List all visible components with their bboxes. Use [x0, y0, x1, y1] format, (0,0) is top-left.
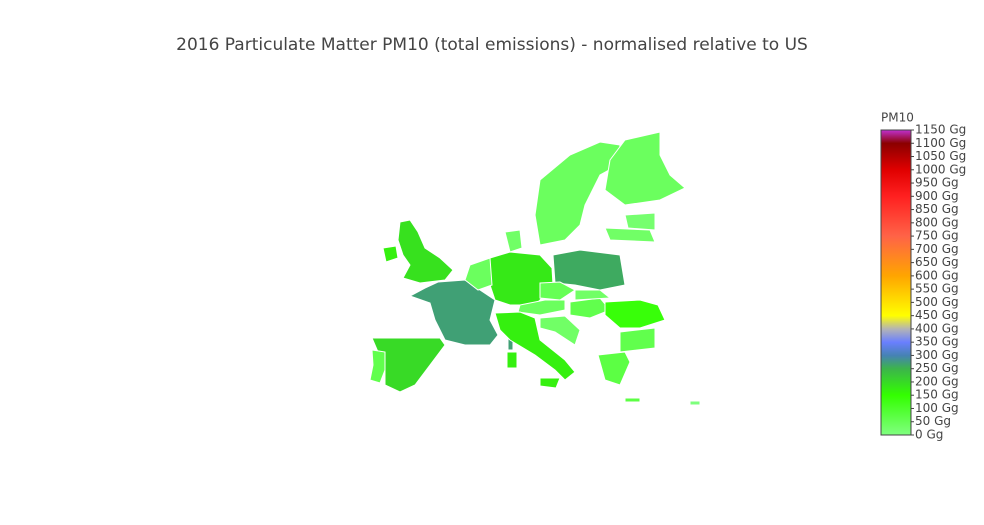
region [534, 141, 621, 246]
region [604, 227, 656, 243]
colorbar-tick-label: 750 Gg [915, 229, 959, 243]
region [369, 349, 386, 384]
colorbar-tick-label: 800 Gg [915, 215, 959, 229]
region [504, 229, 523, 253]
colorbar-tick-label: 550 Gg [915, 282, 959, 296]
colorbar-tick-label: 600 Gg [915, 268, 959, 282]
region [574, 289, 612, 301]
colorbar-tick-label: 200 Gg [915, 374, 959, 388]
region [597, 351, 641, 403]
region [397, 219, 454, 284]
colorbar-tick-label: 500 Gg [915, 295, 959, 309]
colorbar-tick-label: 950 Gg [915, 176, 959, 190]
colorbar-tick-label: 150 Gg [915, 388, 959, 402]
region [689, 400, 701, 406]
colorbar-tick-label: 1150 Gg [915, 123, 966, 137]
colorbar-tick-label: 1050 Gg [915, 149, 966, 163]
colorbar-tick-label: 1000 Gg [915, 162, 966, 176]
colorbar-tick-label: 1100 Gg [915, 136, 966, 150]
colorbar-tick-label: 350 Gg [915, 335, 959, 349]
region [604, 131, 686, 206]
region [489, 251, 554, 306]
colorbar-tick-label: 650 Gg [915, 255, 959, 269]
colorbar [880, 129, 912, 436]
region [539, 315, 581, 346]
colorbar-tick-label: 250 Gg [915, 361, 959, 375]
region [382, 245, 399, 263]
region [604, 299, 666, 329]
colorbar-tick-label: 450 Gg [915, 308, 959, 322]
region [619, 327, 656, 353]
region [569, 297, 611, 319]
colorbar-title: PM10 [881, 111, 914, 125]
colorbar-tick-label: 100 Gg [915, 401, 959, 415]
region [539, 281, 576, 301]
region [624, 212, 656, 231]
chart-title: 2016 Particulate Matter PM10 (total emis… [176, 35, 808, 55]
colorbar-tick-label: 900 Gg [915, 189, 959, 203]
colorbar-tick-label: 400 Gg [915, 321, 959, 335]
colorbar-tick-label: 850 Gg [915, 202, 959, 216]
colorbar-tick-label: 300 Gg [915, 348, 959, 362]
region [464, 257, 493, 291]
region [494, 311, 576, 389]
colorbar-tick-label: 700 Gg [915, 242, 959, 256]
colorbar-tick-label: 0 Gg [915, 428, 943, 442]
colorbar-tick-label: 50 Gg [915, 414, 951, 428]
